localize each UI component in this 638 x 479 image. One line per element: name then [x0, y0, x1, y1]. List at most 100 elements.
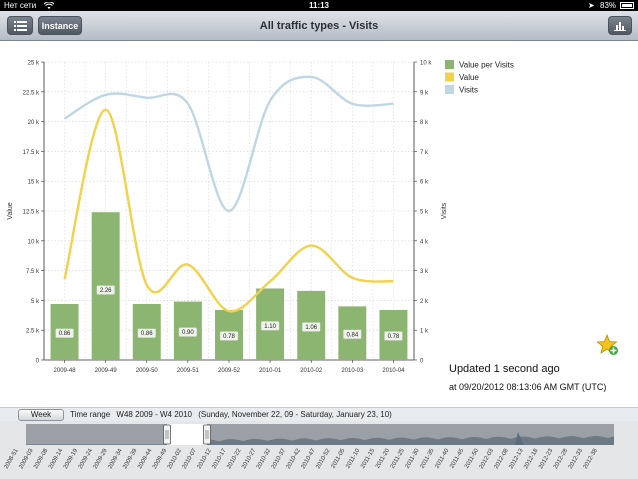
battery-percent: 83% — [600, 1, 617, 10]
list-icon — [13, 20, 27, 31]
period-week-button[interactable]: Week — [18, 409, 64, 421]
y2-tick-label: 3 k — [420, 269, 429, 275]
navigator-handle[interactable] — [163, 424, 171, 445]
y2-tick-label: 4 k — [420, 239, 429, 245]
time-range-label: Time range — [70, 410, 111, 419]
bar-label-box — [301, 322, 321, 332]
navigator-tick-label: 2012-38 — [583, 447, 600, 470]
chart-area: 0 2.5 k 5 k 7.5 k 10 k 12.5 k 15 k 17.5 k 20 k 22… — [0, 42, 638, 407]
y-tick-label: 12.5 k — [23, 210, 40, 216]
menu-button[interactable] — [7, 16, 33, 35]
updated-timestamp: at 09/20/2012 08:13:06 AM GMT (UTC) — [449, 382, 607, 392]
y-tick-label: 15 k — [28, 180, 40, 186]
value-line — [63, 108, 394, 313]
navigator-tick-label: 2011-05 — [330, 447, 346, 469]
bar-data-label: 0.78 — [388, 334, 400, 340]
time-range-dates: (Sunday, November 22, 09 - Saturday, Jan… — [198, 410, 392, 419]
legend-swatch — [445, 60, 454, 69]
y2-tick-label: 10 k — [420, 61, 432, 67]
navigator-selection — [167, 424, 207, 445]
y-tick-label: 20 k — [28, 120, 40, 126]
bar-label-box — [96, 285, 115, 295]
y-axis-title: Value — [7, 202, 14, 219]
y-tick-label: 17.5 k — [23, 150, 40, 156]
navigator-tick-label: 2011-10 — [345, 447, 361, 469]
clock: 11:13 — [308, 1, 330, 10]
y2-tick-label: 2 k — [420, 299, 429, 305]
navigator-tick-label: 2011-15 — [360, 447, 376, 469]
legend-swatch — [445, 85, 454, 94]
navigator-history — [26, 432, 614, 445]
y2-tick-label: 5 k — [420, 210, 429, 216]
x-tick-label: 2010-04 — [382, 368, 405, 374]
bar-data-label: 1.06 — [305, 325, 317, 331]
bar-label-box — [260, 321, 280, 331]
y-tick-label: 25 k — [28, 61, 40, 67]
y-tick-label: 7.5 k — [26, 269, 40, 275]
legend-item: Value — [459, 73, 479, 82]
bar-label-box — [343, 329, 362, 340]
y-tick-label: 5 k — [31, 299, 40, 305]
legend-item: Visits — [459, 86, 478, 95]
y2-tick-label: 1 k — [420, 329, 429, 335]
y2-axis-title: Visits — [441, 202, 448, 219]
nav-bar: Instance All traffic types - Visits — [0, 11, 638, 41]
x-tick-label: 2010-03 — [341, 368, 364, 374]
handle-grip — [163, 424, 171, 445]
visits-line — [63, 75, 394, 213]
x-tick-label: 2010-01 — [259, 368, 282, 374]
bar-label-box — [178, 327, 198, 337]
chart-grid — [43, 61, 415, 361]
time-range-weeks: W48 2009 - W4 2010 — [116, 410, 193, 419]
x-tick-label: 2009-48 — [54, 368, 77, 374]
bar-data-label: 0.78 — [223, 334, 235, 340]
time-navigator[interactable]: 2008-51 2009-03 2009-08 2009-14 2009-19 2009-… — [0, 421, 638, 479]
battery-icon — [620, 2, 634, 9]
navigator-handle[interactable] — [203, 424, 211, 445]
handle-grip — [203, 424, 211, 445]
combo-chart: 0 2.5 k 5 k 7.5 k 10 k 12.5 k 15 k 17.5 k 20 k 22… — [7, 60, 514, 374]
bar-label-box — [219, 331, 239, 341]
time-range-info: Time range W48 2009 - W4 2010 (Sunday, N… — [70, 408, 396, 422]
navigator-tick-label: 2011-50 — [464, 447, 480, 469]
navigator-tick-label: 2011-45 — [449, 447, 465, 469]
y2-tick-label: 8 k — [420, 120, 429, 126]
bar-data-label: 0.84 — [346, 332, 358, 338]
status-bar: Нет сети 11:13 ➤ 83% — [0, 0, 638, 11]
carrier-label: Нет сети — [4, 1, 37, 10]
instance-button[interactable]: Instance — [38, 16, 82, 35]
favorite-add-icon[interactable] — [596, 333, 619, 356]
y2-tick-label: 7 k — [420, 150, 429, 156]
y-tick-label: 10 k — [28, 239, 40, 245]
x-tick-label: 2009-50 — [136, 368, 159, 374]
x-tick-label: 2009-51 — [177, 368, 200, 374]
y-tick-label: 22.5 k — [23, 90, 40, 96]
navigator-tick-label: 2011-25 — [390, 447, 406, 469]
bar-label-box — [55, 328, 74, 338]
bar-data-label: 0.90 — [182, 330, 194, 336]
chart-type-button[interactable] — [608, 16, 632, 35]
x-tick-label: 2009-52 — [218, 368, 241, 374]
bar-label-box — [137, 328, 157, 338]
page-title: All traffic types - Visits — [259, 20, 379, 32]
x-tick-label: 2010-02 — [300, 368, 323, 374]
bar-data-label: 0.86 — [59, 331, 71, 337]
navigator-tick-label: 2011-35 — [420, 447, 436, 469]
navigator-tick-label: 2011-20 — [375, 447, 391, 469]
x-tick-label: 2009-49 — [95, 368, 118, 374]
bar-label-box — [384, 331, 403, 341]
location-icon: ➤ — [588, 1, 595, 10]
bar-data-label: 1.10 — [264, 324, 276, 330]
bar-data-label: 2.26 — [100, 288, 112, 294]
navigator-timeline[interactable]: 2008-512009-032009-082009-142009-192009-… — [0, 421, 638, 479]
y2-tick-label: 0 — [420, 359, 424, 365]
navigator-area — [26, 435, 614, 445]
bar-chart-icon — [614, 21, 626, 31]
updated-status: Updated 1 second ago — [449, 363, 560, 375]
y2-tick-label: 9 k — [420, 90, 429, 96]
navigator-tick-label: 2011-40 — [434, 447, 450, 469]
wifi-icon — [44, 2, 54, 9]
navigator-peak — [515, 432, 524, 445]
y-tick-label: 0 — [36, 359, 40, 365]
y-tick-label: 2.5 k — [26, 329, 40, 335]
